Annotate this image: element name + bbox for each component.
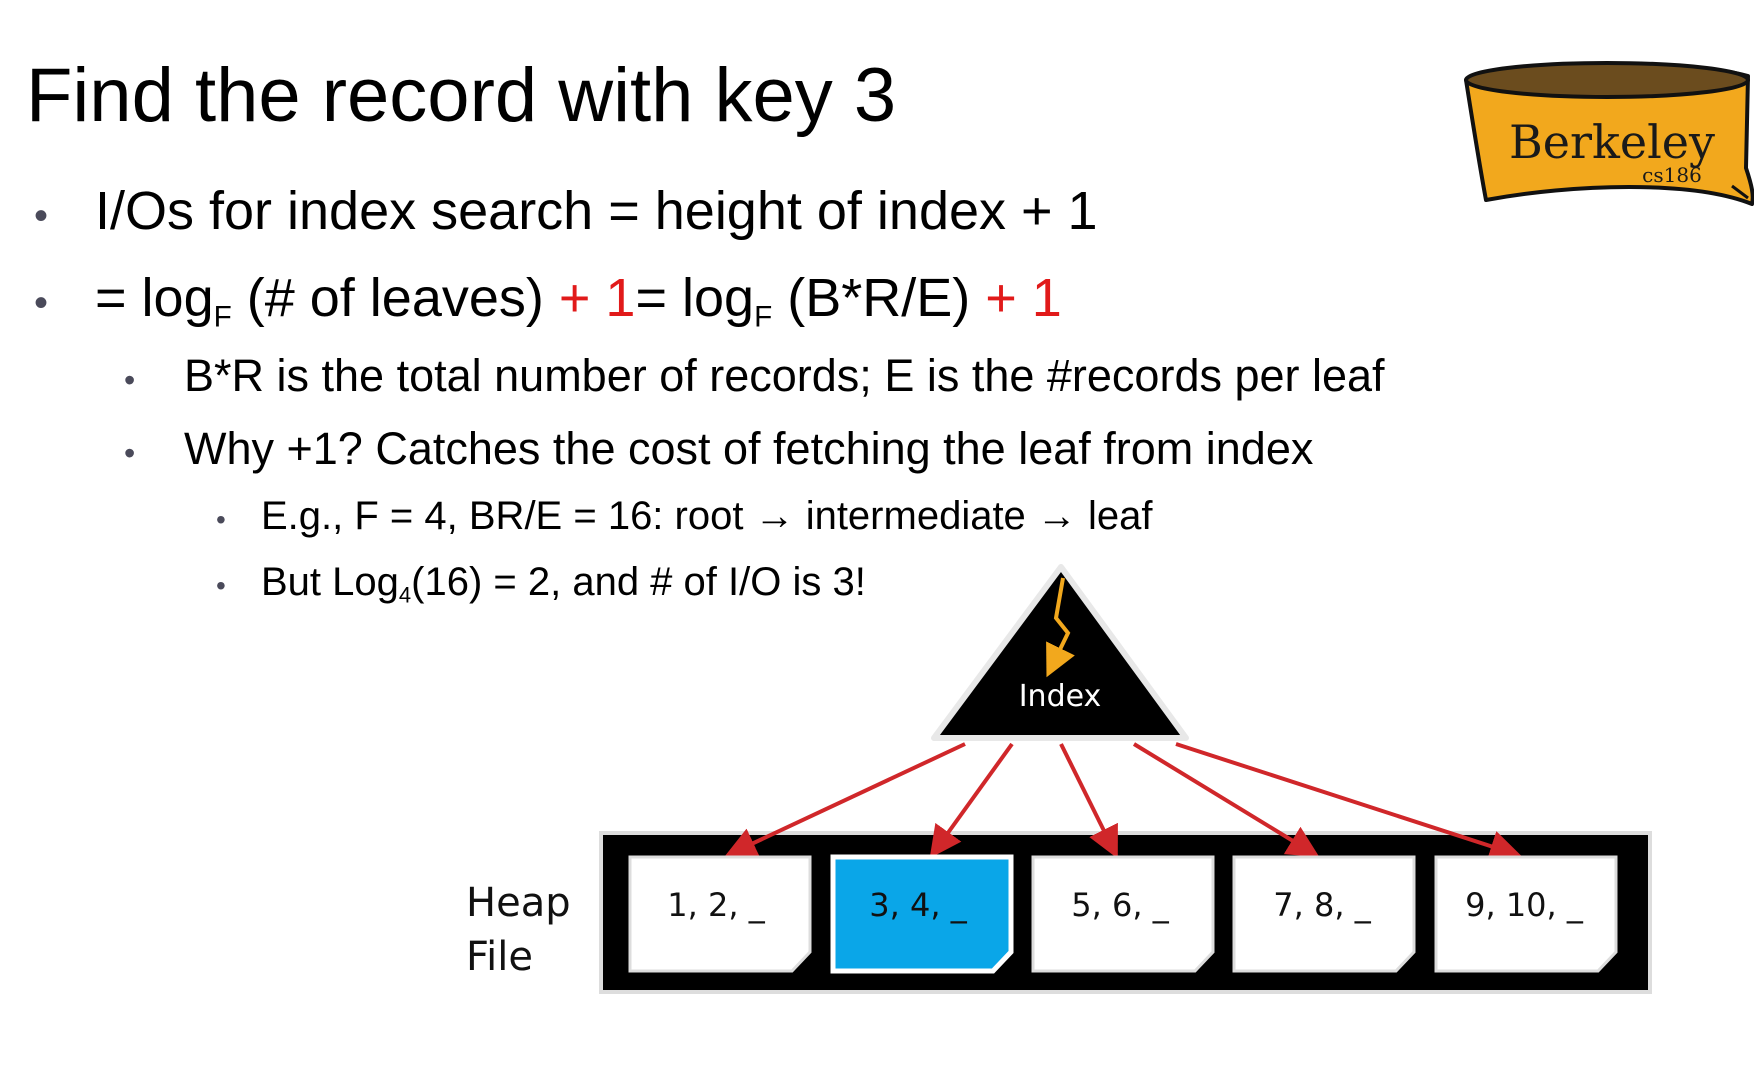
page-label: 9, 10, _ [1465, 886, 1584, 924]
bullet-dot: • [216, 504, 226, 535]
pointer-arrows [724, 742, 1522, 862]
index-triangle [931, 564, 1189, 741]
formula-part: = log [635, 268, 755, 328]
heap-page[interactable]: 5, 6, _ [1031, 855, 1215, 973]
slide-title: Find the record with key 3 [26, 53, 897, 138]
logo-subtext: cs186 [1642, 163, 1702, 187]
heap-label-line2: File [466, 934, 533, 980]
heap-label-line1: Heap [466, 880, 571, 926]
berkeley-logo: Berkeley cs186 [1464, 61, 1754, 206]
bullet-1-text: I/Os for index search = height of index … [95, 181, 1098, 241]
bullet-dot: • [34, 281, 49, 325]
heap-file-container [599, 831, 1652, 994]
bullet-dot: • [124, 362, 136, 398]
page-label: 5, 6, _ [1071, 886, 1169, 924]
page-label: 1, 2, _ [667, 886, 765, 924]
pointer-arrow [1132, 742, 1320, 858]
bullet-2b: • Why +1? Catches the cost of fetching t… [124, 423, 1313, 475]
heap-page[interactable]: 1, 2, _ [628, 855, 812, 973]
formula-subscript: F [754, 300, 773, 334]
formula-part: (# of leaves) [231, 268, 559, 328]
formula-plus-one: + 1 [985, 268, 1062, 328]
pointer-arrow [724, 742, 966, 858]
bullet-2-text: = logF (# of leaves) + 1= logF (B*R/E) +… [95, 267, 1062, 332]
index-label: Index [1019, 679, 1102, 714]
heap-page[interactable]: 9, 10, _ [1434, 855, 1618, 973]
bullet-2a: • B*R is the total number of records; E … [124, 350, 1385, 402]
heap-page[interactable]: 7, 8, _ [1232, 855, 1416, 973]
logo-text: Berkeley [1509, 115, 1715, 169]
bullet-3a: • E.g., F = 4, BR/E = 16: root → interme… [216, 494, 1153, 539]
formula-part: = log [95, 268, 214, 328]
text-part: (16) = 2, and # of I/O is 3! [411, 560, 866, 604]
text-subscript: 4 [398, 582, 412, 608]
bullet-2b-text: Why +1? Catches the cost of fetching the… [184, 423, 1314, 474]
heap-file-label: Heap File [466, 876, 571, 984]
heap-page-highlighted[interactable]: 3, 4, _ [830, 854, 1014, 974]
bullet-3b-text: But Log4(16) = 2, and # of I/O is 3! [261, 560, 866, 608]
bullet-dot: • [34, 194, 49, 238]
formula-subscript: F [213, 300, 232, 334]
page-label: 3, 4, _ [869, 886, 967, 924]
formula-plus-one: + 1 [558, 268, 636, 328]
bullet-3a-text: E.g., F = 4, BR/E = 16: root → intermedi… [261, 494, 1153, 538]
bullet-dot: • [124, 435, 136, 471]
pointer-arrow [1059, 743, 1118, 859]
bullet-2: • = logF (# of leaves) + 1= logF (B*R/E)… [0, 267, 1062, 332]
pointer-arrow [929, 742, 1014, 859]
text-part: But Log [261, 560, 399, 604]
pointer-arrow [1175, 742, 1522, 862]
bullet-1: • I/Os for index search = height of inde… [0, 180, 1098, 242]
page-label: 7, 8, _ [1273, 886, 1371, 924]
bullet-2a-text: B*R is the total number of records; E is… [184, 350, 1385, 401]
search-path-arrow [1046, 577, 1075, 678]
bullet-dot: • [216, 570, 226, 601]
formula-part: (B*R/E) [772, 268, 986, 328]
bullet-3b: • But Log4(16) = 2, and # of I/O is 3! [216, 560, 866, 608]
